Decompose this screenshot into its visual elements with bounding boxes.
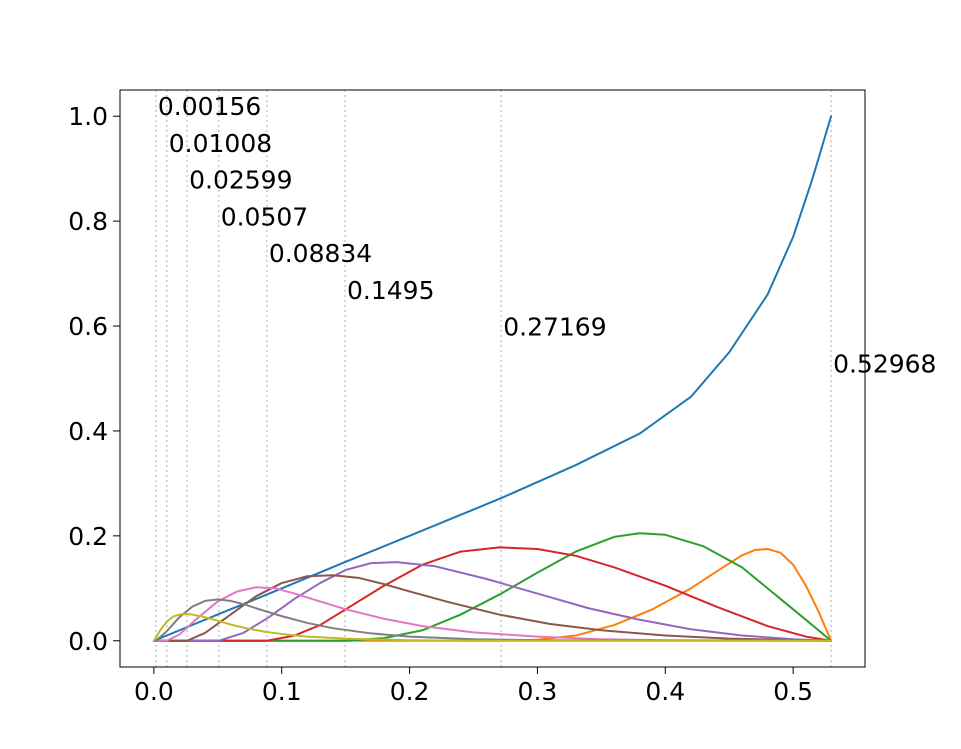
y-tick-label: 0.8 bbox=[68, 207, 108, 236]
x-tick-label: 0.5 bbox=[773, 677, 813, 706]
knot-annotation-2: 0.02599 bbox=[189, 166, 292, 195]
x-axis: 0.0 0.1 0.2 0.3 0.4 0.5 bbox=[134, 667, 813, 706]
x-tick-label: 0.4 bbox=[645, 677, 685, 706]
knot-annotation-3: 0.0507 bbox=[221, 202, 308, 231]
x-tick-label: 0.3 bbox=[518, 677, 558, 706]
series-line-4 bbox=[152, 561, 833, 642]
y-tick-label: 0.6 bbox=[68, 312, 108, 341]
series-line-1 bbox=[152, 547, 833, 642]
plot-frame bbox=[119, 89, 866, 668]
knot-annotation-6: 0.27169 bbox=[503, 313, 606, 342]
annotations: 0.00156 0.01008 0.02599 0.0507 0.08834 0.1495… bbox=[158, 92, 937, 378]
series-line-2 bbox=[152, 532, 833, 642]
series-line-8 bbox=[152, 613, 833, 642]
series-line-6 bbox=[152, 586, 833, 642]
series-line-0 bbox=[152, 115, 833, 642]
y-tick-label: 0.2 bbox=[68, 522, 108, 551]
x-tick-label: 0.2 bbox=[390, 677, 430, 706]
knot-annotation-5: 0.1495 bbox=[347, 276, 434, 305]
knot-annotation-4: 0.08834 bbox=[269, 239, 372, 268]
x-tick-label: 0.1 bbox=[262, 677, 302, 706]
series-line-3 bbox=[152, 546, 833, 642]
series-line-7 bbox=[152, 598, 833, 642]
x-tick-label: 0.0 bbox=[134, 677, 174, 706]
y-tick-label: 0.4 bbox=[68, 417, 108, 446]
y-tick-label: 0.0 bbox=[68, 627, 108, 656]
series-line-5 bbox=[152, 574, 833, 642]
series-layer bbox=[152, 115, 833, 642]
knot-annotation-7: 0.52968 bbox=[833, 349, 936, 378]
knot-annotation-0: 0.00156 bbox=[158, 92, 261, 121]
y-tick-label: 1.0 bbox=[68, 102, 108, 131]
knot-annotation-1: 0.01008 bbox=[169, 129, 272, 158]
y-axis: 0.0 0.2 0.4 0.6 0.8 1.0 bbox=[68, 102, 120, 656]
